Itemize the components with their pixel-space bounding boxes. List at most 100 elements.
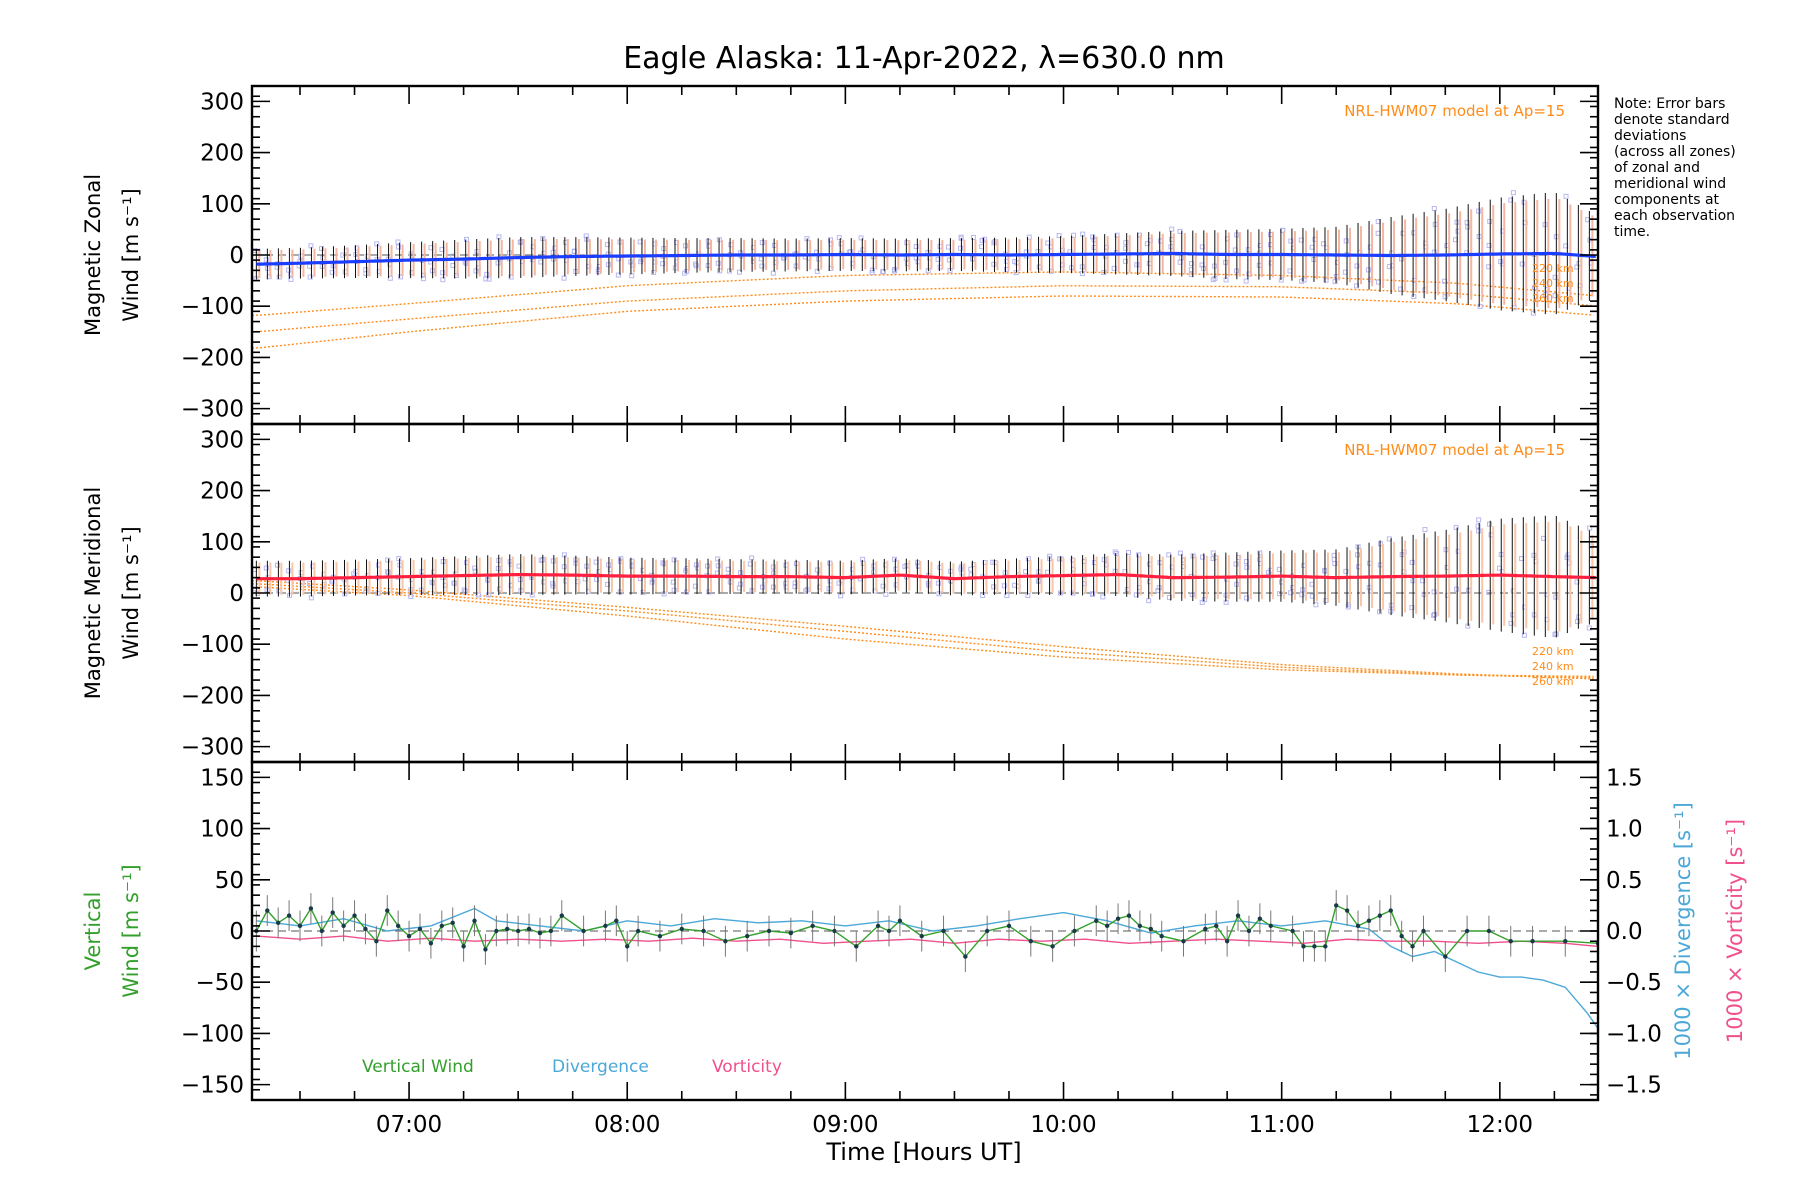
zone-wind-point bbox=[792, 580, 798, 586]
y-tick-label: −100 bbox=[181, 294, 244, 320]
vertical-wind-point bbox=[1508, 939, 1513, 944]
legend-entry: Divergence bbox=[552, 1057, 649, 1077]
vertical-wind-point bbox=[341, 923, 346, 929]
vertical-wind-point bbox=[505, 926, 510, 932]
y-axis-label: Magnetic Zonal bbox=[81, 174, 105, 336]
x-axis-label: Time [Hours UT] bbox=[825, 1138, 1021, 1166]
zone-wind-point bbox=[880, 583, 886, 589]
zone-wind-point bbox=[288, 276, 294, 282]
vertical-wind-point bbox=[1486, 928, 1492, 934]
zone-wind-point bbox=[715, 260, 721, 266]
vertical-wind-point bbox=[1388, 908, 1393, 913]
zone-wind-point bbox=[684, 268, 690, 274]
zone-wind-point bbox=[1299, 278, 1305, 284]
zone-wind-point bbox=[1476, 528, 1482, 534]
zone-wind-point bbox=[1199, 244, 1205, 250]
zone-wind-point bbox=[1134, 262, 1140, 268]
x-tick-label: 08:00 bbox=[594, 1112, 660, 1138]
vorticity-axis-label: 1000 × Vorticity [s⁻¹] bbox=[1723, 819, 1747, 1043]
model-altitude-label: 260 km bbox=[1532, 675, 1574, 688]
vertical-wind-point bbox=[395, 923, 401, 929]
vertical-wind-point bbox=[1028, 939, 1034, 944]
vertical-wind-point bbox=[352, 913, 357, 918]
zone-wind-point bbox=[429, 579, 435, 585]
zone-wind-point bbox=[958, 245, 964, 251]
zone-wind-point bbox=[1477, 303, 1483, 309]
zone-wind-point bbox=[1519, 261, 1525, 267]
model-altitude-label: 240 km bbox=[1532, 277, 1574, 290]
zone-wind-point bbox=[836, 580, 842, 586]
zone-wind-point bbox=[440, 270, 446, 276]
zone-wind-point bbox=[550, 249, 556, 255]
vertical-wind-point bbox=[417, 926, 423, 932]
zone-wind-point bbox=[660, 560, 666, 566]
zone-wind-point bbox=[1136, 552, 1142, 558]
y-tick-label: 0 bbox=[229, 919, 244, 945]
zone-wind-point bbox=[307, 274, 313, 280]
vertical-wind-panel: Vertical Wind Divergence Vorticity −1.5 −1.0… bbox=[81, 760, 1747, 1138]
legend-entry: Vertical Wind bbox=[362, 1057, 474, 1077]
x-tick-label: 12:00 bbox=[1467, 1112, 1533, 1138]
vertical-wind-point bbox=[1246, 928, 1252, 934]
vertical-wind-point bbox=[1399, 933, 1404, 939]
zone-wind-point bbox=[615, 272, 621, 278]
zone-wind-point bbox=[420, 276, 426, 282]
vertical-wind-point bbox=[1094, 918, 1099, 923]
legend-entry: Vorticity bbox=[712, 1057, 782, 1077]
zone-wind-point bbox=[1122, 258, 1128, 264]
zone-wind-point bbox=[1343, 238, 1349, 244]
vertical-wind-point bbox=[1290, 928, 1295, 934]
zone-wind-point bbox=[1354, 263, 1360, 269]
zone-wind-point bbox=[736, 269, 742, 275]
zone-wind-point bbox=[1301, 277, 1307, 283]
zone-wind-point bbox=[1486, 242, 1492, 248]
zone-wind-point bbox=[1288, 238, 1294, 244]
vertical-wind-point bbox=[1159, 933, 1164, 939]
model-label: NRL-HWM07 model at Ap=15 bbox=[1344, 102, 1565, 120]
zone-wind-point bbox=[308, 243, 314, 249]
zone-wind-point bbox=[1476, 208, 1482, 214]
y-axis-label: Wind [m s⁻¹] bbox=[119, 526, 143, 659]
zone-wind-point bbox=[1035, 248, 1041, 254]
zone-wind-point bbox=[286, 568, 292, 574]
zone-wind-point bbox=[1144, 241, 1150, 247]
zone-wind-point bbox=[880, 269, 886, 275]
zone-wind-point bbox=[682, 243, 688, 249]
zone-wind-point bbox=[395, 244, 401, 250]
zone-wind-point bbox=[946, 257, 952, 263]
vertical-wind-point bbox=[635, 928, 641, 934]
zone-wind-point bbox=[992, 238, 998, 244]
zone-wind-point bbox=[1313, 602, 1319, 608]
zone-wind-point bbox=[1004, 593, 1010, 599]
vertical-wind-point bbox=[1148, 926, 1153, 932]
vertical-wind-point bbox=[537, 930, 543, 936]
zone-wind-point bbox=[329, 579, 335, 585]
zone-wind-point bbox=[1114, 551, 1120, 557]
y-tick-label: −100 bbox=[181, 1021, 244, 1047]
zone-wind-point bbox=[945, 244, 951, 250]
zone-wind-point bbox=[464, 236, 470, 242]
zone-wind-point bbox=[836, 235, 842, 241]
y-tick-label: 50 bbox=[215, 868, 244, 894]
y-tick-label: 100 bbox=[200, 192, 244, 218]
zone-wind-point bbox=[770, 564, 776, 570]
zone-wind-point bbox=[1199, 599, 1205, 605]
x-tick-label: 07:00 bbox=[376, 1112, 442, 1138]
y-axis-label: Vertical bbox=[81, 892, 105, 971]
zone-wind-point bbox=[937, 243, 943, 249]
zone-wind-point bbox=[486, 592, 492, 598]
zone-wind-point bbox=[1111, 265, 1117, 271]
vertical-wind-point bbox=[526, 926, 532, 932]
zone-wind-point bbox=[1091, 244, 1097, 250]
divergence-line bbox=[256, 907, 1598, 1029]
zone-wind-point bbox=[1530, 310, 1536, 316]
zone-wind-point bbox=[550, 583, 556, 589]
y-tick-label: 200 bbox=[200, 141, 244, 167]
zone-wind-point bbox=[1574, 579, 1580, 585]
zone-wind-point bbox=[1375, 230, 1381, 236]
zone-wind-point bbox=[1453, 524, 1459, 530]
zone-wind-point bbox=[1399, 256, 1405, 262]
plot-area bbox=[252, 890, 1598, 1029]
vertical-wind-point bbox=[1421, 928, 1426, 934]
zone-wind-point bbox=[363, 271, 369, 277]
